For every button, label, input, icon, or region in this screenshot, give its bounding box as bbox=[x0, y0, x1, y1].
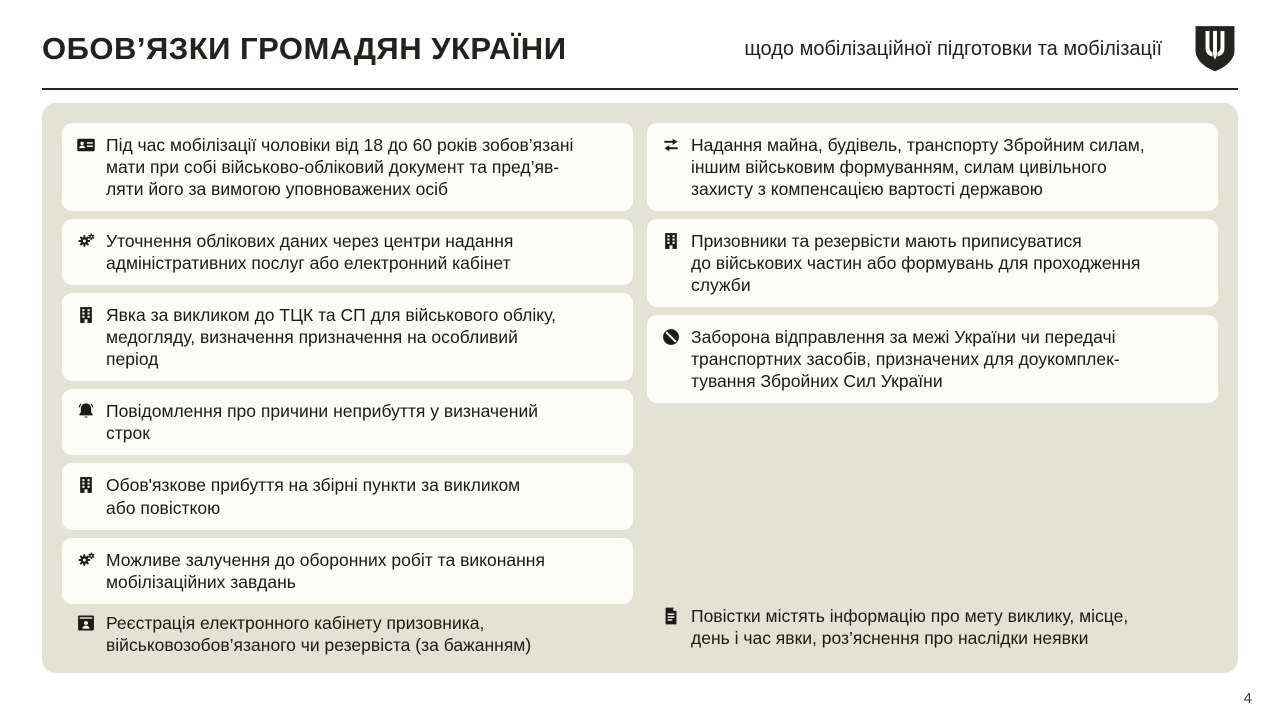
bell-icon bbox=[76, 400, 96, 421]
duty-text: Обов'язкове прибуття на збірні пункти за… bbox=[106, 475, 521, 518]
duty-text: Можливе залучення до оборонних робіт та … bbox=[106, 549, 545, 592]
building-icon bbox=[76, 304, 96, 325]
page-title: ОБОВ’ЯЗКИ ГРОМАДЯН УКРАЇНИ bbox=[42, 31, 567, 66]
building-icon bbox=[661, 230, 681, 251]
duty-card: Надання майна, будівель, транспорту Збро… bbox=[647, 123, 1218, 212]
gears-icon bbox=[76, 230, 96, 251]
duty-text: Заборона відправлення за межі України чи… bbox=[691, 327, 1120, 392]
id-card-icon bbox=[76, 134, 96, 155]
e-cabinet-icon bbox=[76, 612, 96, 633]
footnote-item: Повістки містять інформацію про мету вик… bbox=[647, 605, 1218, 653]
exchange-arrows-icon bbox=[661, 134, 681, 155]
duty-card: Уточнення облікових даних через центри н… bbox=[62, 219, 633, 286]
duty-text: Уточнення облікових даних через центри н… bbox=[106, 231, 514, 274]
footnote-text: Реєстрація електронного кабінету призовн… bbox=[106, 612, 532, 655]
duty-text: Явка за викликом до ТЦК та СП для військ… bbox=[106, 305, 556, 370]
header-right-group: щодо мобілізаційної підготовки та мобілі… bbox=[744, 24, 1238, 74]
duty-text: Призовники та резервісти мають приписува… bbox=[691, 231, 1141, 296]
footnote-item: Реєстрація електронного кабінету призовн… bbox=[62, 612, 633, 660]
duty-text: Надання майна, будівель, транспорту Збро… bbox=[691, 135, 1145, 200]
duty-card: Повідомлення про причини неприбуття у ви… bbox=[62, 389, 633, 456]
duty-card: Заборона відправлення за межі України чи… bbox=[647, 315, 1218, 404]
document-icon bbox=[661, 605, 681, 626]
duty-card: Обов'язкове прибуття на збірні пункти за… bbox=[62, 463, 633, 530]
page-header: ОБОВ’ЯЗКИ ГРОМАДЯН УКРАЇНИ щодо мобіліза… bbox=[42, 0, 1238, 90]
duty-text: Повідомлення про причини неприбуття у ви… bbox=[106, 401, 538, 444]
gears-icon bbox=[76, 549, 96, 570]
duty-card: Під час мобілізації чоловіки від 18 до 6… bbox=[62, 123, 633, 212]
duty-card: Призовники та резервісти мають приписува… bbox=[647, 219, 1218, 308]
page-number: 4 bbox=[1243, 690, 1252, 707]
right-column: Надання майна, будівель, транспорту Збро… bbox=[647, 123, 1218, 653]
footnote-text: Повістки містять інформацію про мету вик… bbox=[691, 605, 1129, 648]
ukraine-trident-shield-icon bbox=[1192, 24, 1238, 74]
duty-card: Можливе залучення до оборонних робіт та … bbox=[62, 537, 633, 604]
duties-panel: Під час мобілізації чоловіки від 18 до 6… bbox=[42, 103, 1238, 673]
building-icon bbox=[76, 474, 96, 495]
duty-text: Під час мобілізації чоловіки від 18 до 6… bbox=[106, 135, 574, 200]
prohibition-icon bbox=[661, 326, 681, 347]
duty-card: Явка за викликом до ТЦК та СП для військ… bbox=[62, 293, 633, 382]
page-subtitle: щодо мобілізаційної підготовки та мобілі… bbox=[744, 37, 1162, 60]
left-column: Під час мобілізації чоловіки від 18 до 6… bbox=[62, 123, 633, 655]
